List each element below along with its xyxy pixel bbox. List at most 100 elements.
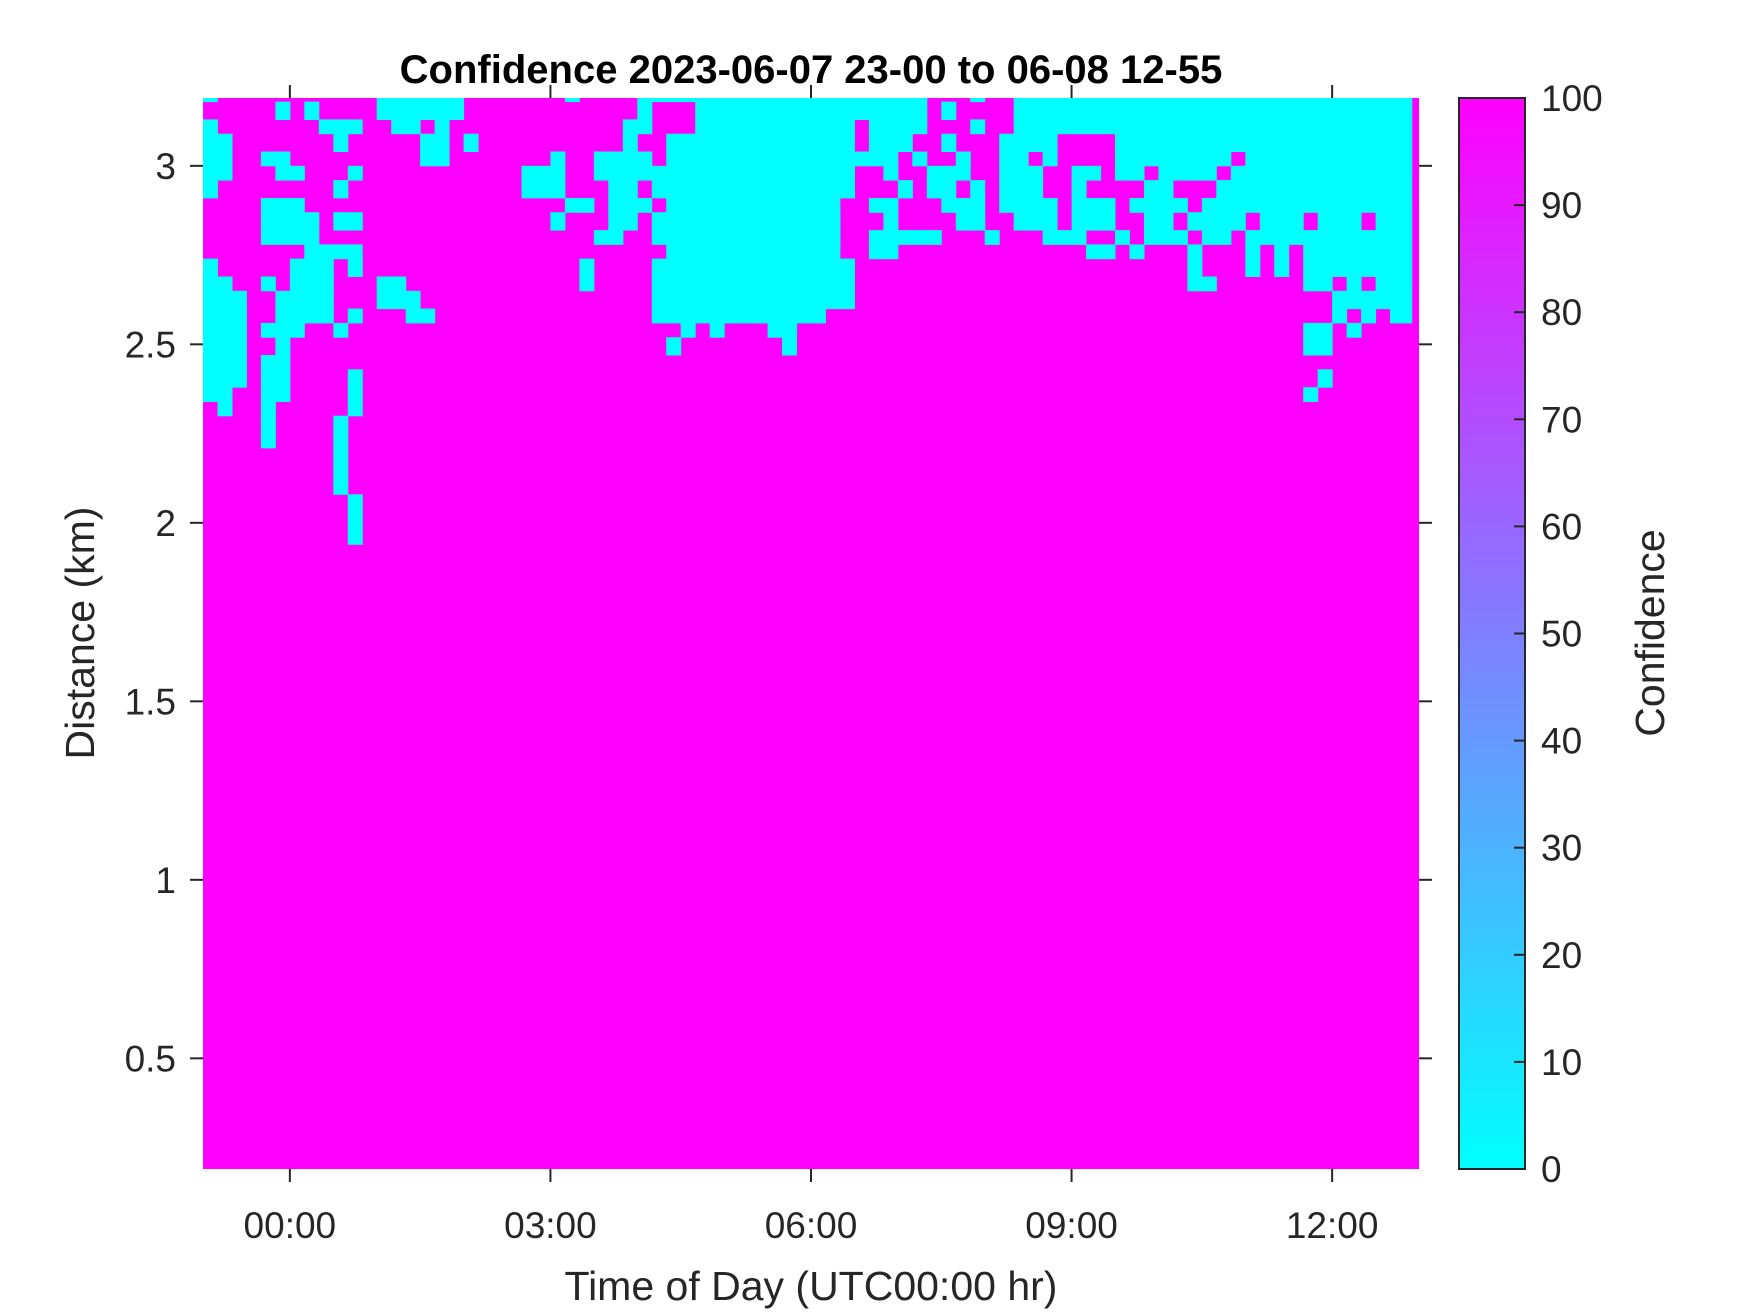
x-tick-label: 00:00 <box>244 1205 337 1246</box>
low-confidence-cell <box>926 165 971 181</box>
low-confidence-cell <box>1303 258 1413 277</box>
low-confidence-cell <box>347 258 363 277</box>
low-confidence-cell <box>868 230 942 245</box>
low-confidence-cell <box>666 337 682 356</box>
low-confidence-cell <box>203 180 218 199</box>
low-confidence-cell <box>217 401 233 417</box>
low-confidence-cell <box>1245 258 1261 277</box>
low-confidence-cell <box>651 212 841 231</box>
low-confidence-cell <box>203 337 247 356</box>
low-confidence-cell <box>420 151 450 167</box>
low-confidence-cell <box>1158 165 1217 181</box>
low-confidence-cell <box>1303 387 1319 402</box>
low-confidence-cell <box>260 415 276 434</box>
low-confidence-cell <box>680 322 696 338</box>
y-tick-label: 1.5 <box>125 681 176 722</box>
low-confidence-cell <box>203 98 218 103</box>
low-confidence-cell <box>333 133 349 152</box>
low-confidence-cell <box>767 322 798 338</box>
low-confidence-cell <box>695 119 855 135</box>
low-confidence-cell <box>941 133 957 152</box>
low-confidence-cell <box>637 101 653 120</box>
low-confidence-cell <box>883 165 899 181</box>
low-confidence-cell <box>1245 230 1413 245</box>
low-confidence-cell <box>347 308 363 324</box>
low-confidence-cell <box>318 119 363 135</box>
low-confidence-cell <box>1144 180 1174 199</box>
low-confidence-cell <box>593 230 624 245</box>
low-confidence-cell <box>666 133 855 152</box>
low-confidence-cell <box>608 180 638 199</box>
low-confidence-cell <box>260 401 276 417</box>
low-confidence-cell <box>1274 258 1290 277</box>
low-confidence-cell <box>347 165 363 181</box>
low-confidence-cell <box>333 180 349 199</box>
low-confidence-cell <box>651 290 855 310</box>
low-confidence-cell <box>999 180 1044 199</box>
low-confidence-cell <box>666 151 899 167</box>
chart-title: Confidence 2023-06-07 23-00 to 06-08 12-… <box>400 48 1223 92</box>
low-confidence-cell <box>564 98 580 103</box>
low-confidence-cell <box>376 101 465 120</box>
low-confidence-cell <box>1187 244 1203 260</box>
low-confidence-cell <box>1375 276 1413 292</box>
low-confidence-cell <box>275 101 291 120</box>
low-confidence-cell <box>1071 212 1116 231</box>
low-confidence-cell <box>579 258 595 277</box>
low-confidence-cell <box>203 308 247 324</box>
low-confidence-cell <box>1013 98 1413 103</box>
low-confidence-cell <box>333 212 363 231</box>
low-confidence-cell <box>304 101 320 120</box>
axes: 00:00 03:00 06:00 09:00 12:00 0.5 1 1.5 2 2.5 3 <box>125 85 1432 1246</box>
low-confidence-cell <box>275 165 305 181</box>
low-confidence-cell <box>405 308 436 324</box>
low-confidence-cell <box>376 98 465 103</box>
colorbar-label: Confidence <box>1627 529 1673 736</box>
low-confidence-cell <box>304 244 363 260</box>
low-confidence-cell <box>347 494 363 513</box>
low-confidence-cell <box>275 308 334 324</box>
low-confidence-cell <box>1303 276 1333 292</box>
low-confidence-cell <box>709 322 725 338</box>
low-confidence-cell <box>1071 180 1087 199</box>
low-confidence-cell <box>1086 244 1116 260</box>
colorbar-tick-label: 70 <box>1541 399 1582 440</box>
low-confidence-cell <box>666 198 841 213</box>
low-confidence-cell <box>550 151 566 167</box>
low-confidence-cell <box>203 119 218 135</box>
low-confidence-cell <box>651 258 855 277</box>
low-confidence-cell <box>1216 180 1413 199</box>
colorbar-tick-label: 40 <box>1541 721 1582 762</box>
low-confidence-cell <box>970 119 986 135</box>
low-confidence-cell <box>376 290 421 310</box>
low-confidence-cell <box>289 258 334 277</box>
colorbar-tick-label: 10 <box>1541 1042 1582 1083</box>
colorbar-tick-label: 90 <box>1541 185 1582 226</box>
low-confidence-cell <box>260 151 291 167</box>
low-confidence-cell <box>203 355 247 370</box>
low-confidence-cell <box>1144 230 1188 245</box>
low-confidence-cell <box>1245 151 1413 167</box>
low-confidence-cell <box>941 101 957 120</box>
x-tick-label: 03:00 <box>504 1205 597 1246</box>
low-confidence-cell <box>1346 276 1362 292</box>
low-confidence-cell <box>289 276 334 292</box>
low-confidence-cell <box>999 151 1029 167</box>
low-confidence-cell <box>608 198 653 213</box>
low-confidence-cell <box>275 290 334 310</box>
low-confidence-cell <box>260 198 305 213</box>
low-confidence-cell <box>260 369 291 388</box>
low-confidence-cell <box>955 212 986 231</box>
low-confidence-cell <box>1013 119 1413 135</box>
x-tick-label: 09:00 <box>1025 1205 1118 1246</box>
low-confidence-cell <box>260 322 305 338</box>
low-confidence-cell <box>1042 230 1087 245</box>
low-confidence-cell <box>622 119 653 135</box>
colorbar-ticks: 0 10 20 30 40 50 60 70 80 90 100 <box>1514 78 1603 1190</box>
low-confidence-cell <box>1332 290 1413 310</box>
y-tick-label: 2 <box>155 503 176 544</box>
low-confidence-cell <box>203 387 233 402</box>
low-confidence-cell <box>868 198 899 213</box>
low-confidence-cell <box>1129 198 1188 213</box>
